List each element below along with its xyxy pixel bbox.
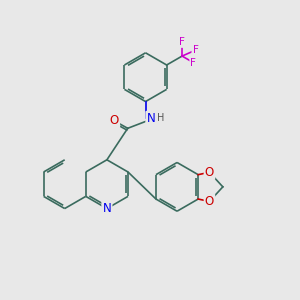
Text: F: F bbox=[190, 58, 196, 68]
Text: N: N bbox=[146, 112, 155, 125]
Text: O: O bbox=[110, 114, 119, 128]
Text: O: O bbox=[205, 166, 214, 179]
Text: F: F bbox=[193, 45, 198, 55]
Text: O: O bbox=[205, 195, 214, 208]
Text: F: F bbox=[179, 37, 185, 47]
Text: H: H bbox=[157, 113, 165, 124]
Text: N: N bbox=[103, 202, 111, 215]
